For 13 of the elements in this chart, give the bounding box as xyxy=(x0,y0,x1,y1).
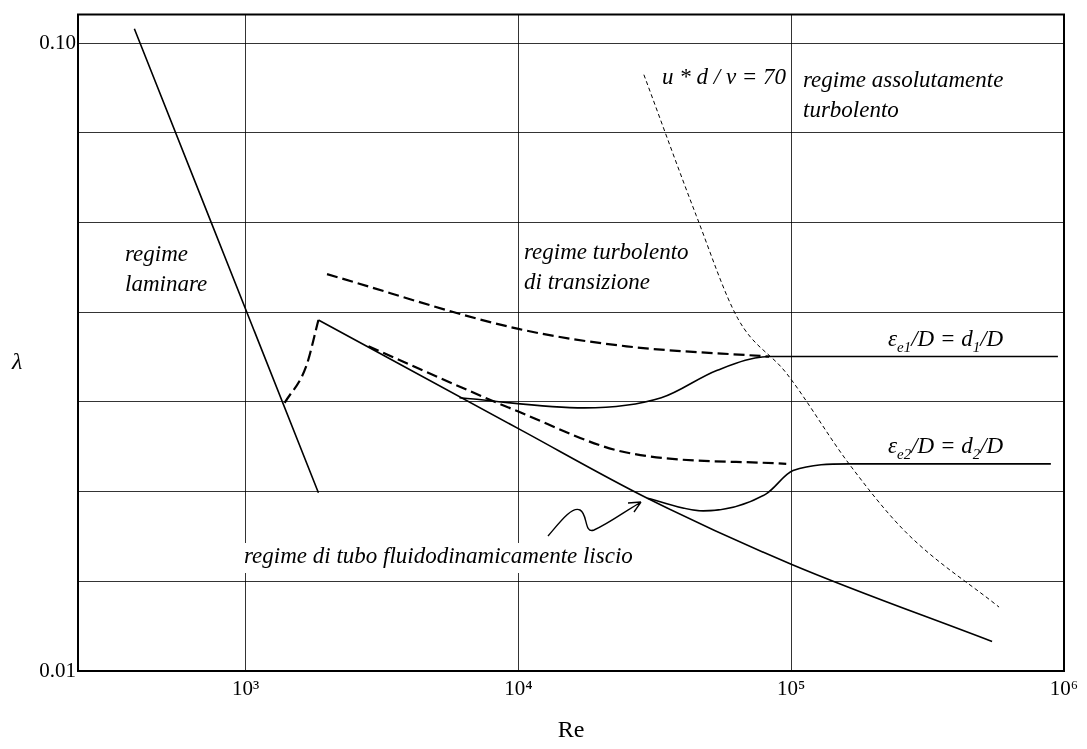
x-tick-label: 10⁵ xyxy=(777,676,806,701)
y-tick-label: 0.01 xyxy=(39,657,76,682)
x-tick-label: 10³ xyxy=(231,676,260,701)
x-axis-title: Re xyxy=(557,715,585,742)
y-tick-label: 0.10 xyxy=(39,29,76,54)
annotation: regime laminare xyxy=(125,241,208,296)
annotation: regime turbolento di transizione xyxy=(524,239,689,294)
annotation: regime assolutamente turbolento xyxy=(803,67,1004,122)
annotation: u * d / ν = 70 xyxy=(662,64,787,89)
x-tick-label: 10⁴ xyxy=(504,676,533,701)
x-tick-label: 10⁶ xyxy=(1049,676,1079,701)
y-axis-title: λ xyxy=(11,348,23,375)
annotation: regime di tubo fluidodinamicamente liscio xyxy=(244,543,633,568)
